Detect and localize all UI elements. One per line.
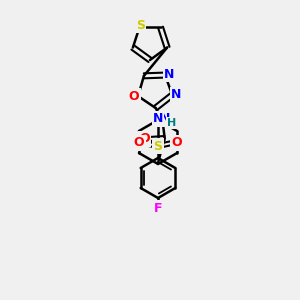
Text: N: N [164,68,174,81]
Text: O: O [129,90,140,103]
Text: S: S [136,19,145,32]
Text: F: F [154,202,162,214]
Text: O: O [172,136,182,149]
Text: N: N [171,88,181,101]
Text: N: N [153,112,163,125]
Text: O: O [139,133,150,146]
Text: N: N [159,112,170,125]
Text: H: H [167,118,176,128]
Text: O: O [134,136,144,149]
Text: S: S [154,140,163,152]
